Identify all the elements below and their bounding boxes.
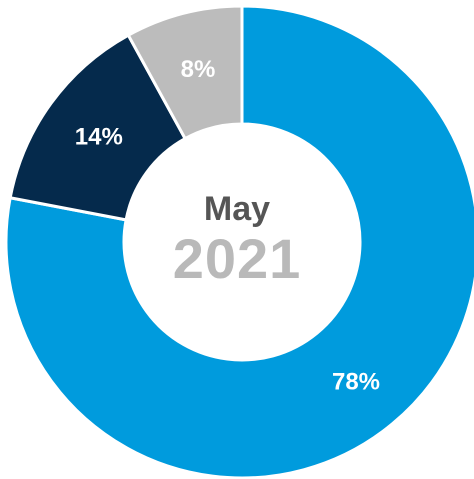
donut-slice-labels: 78% 14% 8% xyxy=(75,56,380,395)
donut-slice-label-2: 8% xyxy=(181,56,216,83)
donut-slice-label-1: 14% xyxy=(75,123,123,150)
donut-slice-label-0: 78% xyxy=(332,368,380,395)
donut-slices xyxy=(4,4,474,479)
center-month-label: May xyxy=(203,190,271,228)
donut-hole xyxy=(124,124,360,360)
center-year-label: 2021 xyxy=(172,227,302,290)
